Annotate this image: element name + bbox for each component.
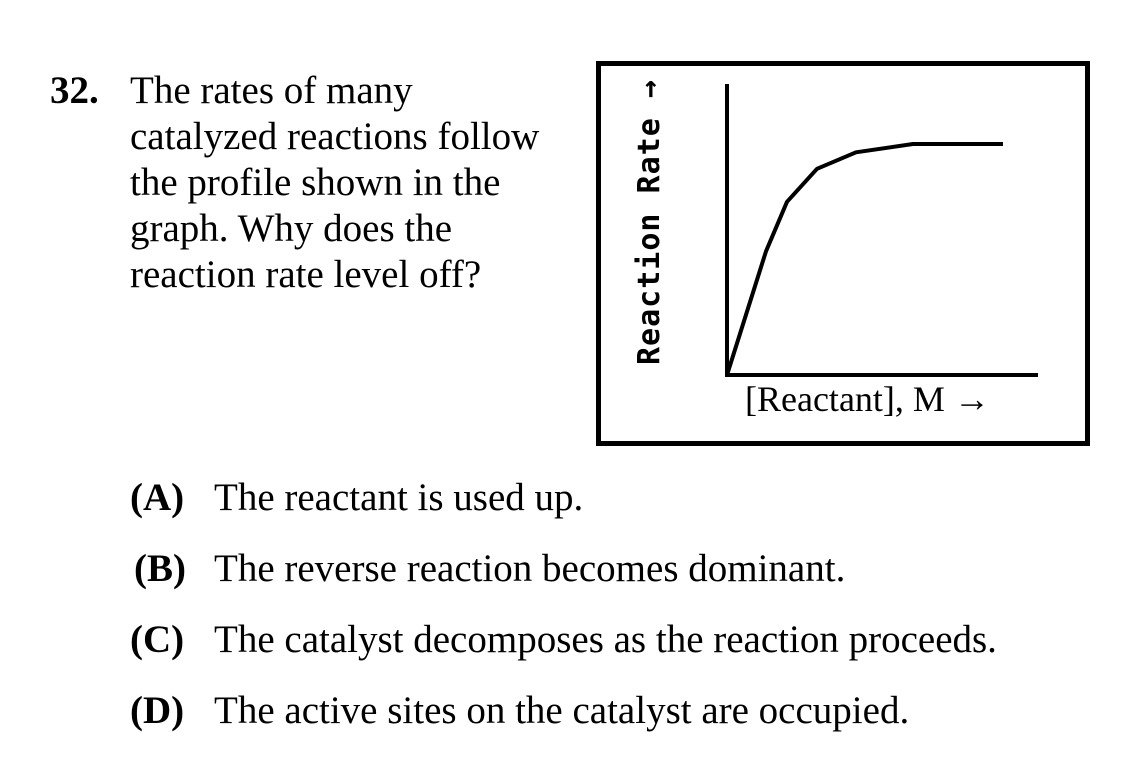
choice-c[interactable]: (C) The catalyst decomposes as the reacti… xyxy=(130,617,997,663)
choice-text: The reactant is used up. xyxy=(214,476,584,519)
graph-frame xyxy=(596,61,1090,446)
question-line: graph. Why does the xyxy=(130,207,453,250)
x-axis-label: [Reactant], M → xyxy=(745,379,990,419)
question-line: reaction rate level off? xyxy=(130,253,482,296)
question-line: the profile shown in the xyxy=(130,161,501,204)
y-axis-label: Reaction Rate → xyxy=(632,79,667,365)
choice-letter: (A) xyxy=(130,476,185,519)
question-line: The rates of many xyxy=(130,69,413,112)
choice-a[interactable]: (A) The reactant is used up. xyxy=(130,475,583,521)
question-text: The rates of many catalyzed reactions fo… xyxy=(130,68,580,298)
choice-letter: (B) xyxy=(134,547,186,590)
question-number: 32. xyxy=(50,69,99,112)
choice-b[interactable]: (B) The reverse reaction becomes dominant… xyxy=(134,546,845,592)
choice-text: The catalyst decomposes as the reaction … xyxy=(214,618,997,661)
choice-letter: (C) xyxy=(130,618,185,661)
choice-text: The active sites on the catalyst are occ… xyxy=(214,689,910,732)
choice-d[interactable]: (D) The active sites on the catalyst are … xyxy=(130,688,909,734)
choice-letter: (D) xyxy=(130,689,185,732)
rate-curve xyxy=(725,142,1003,376)
choice-text: The reverse reaction becomes dominant. xyxy=(214,547,846,590)
question-line: catalyzed reactions follow xyxy=(130,115,540,158)
